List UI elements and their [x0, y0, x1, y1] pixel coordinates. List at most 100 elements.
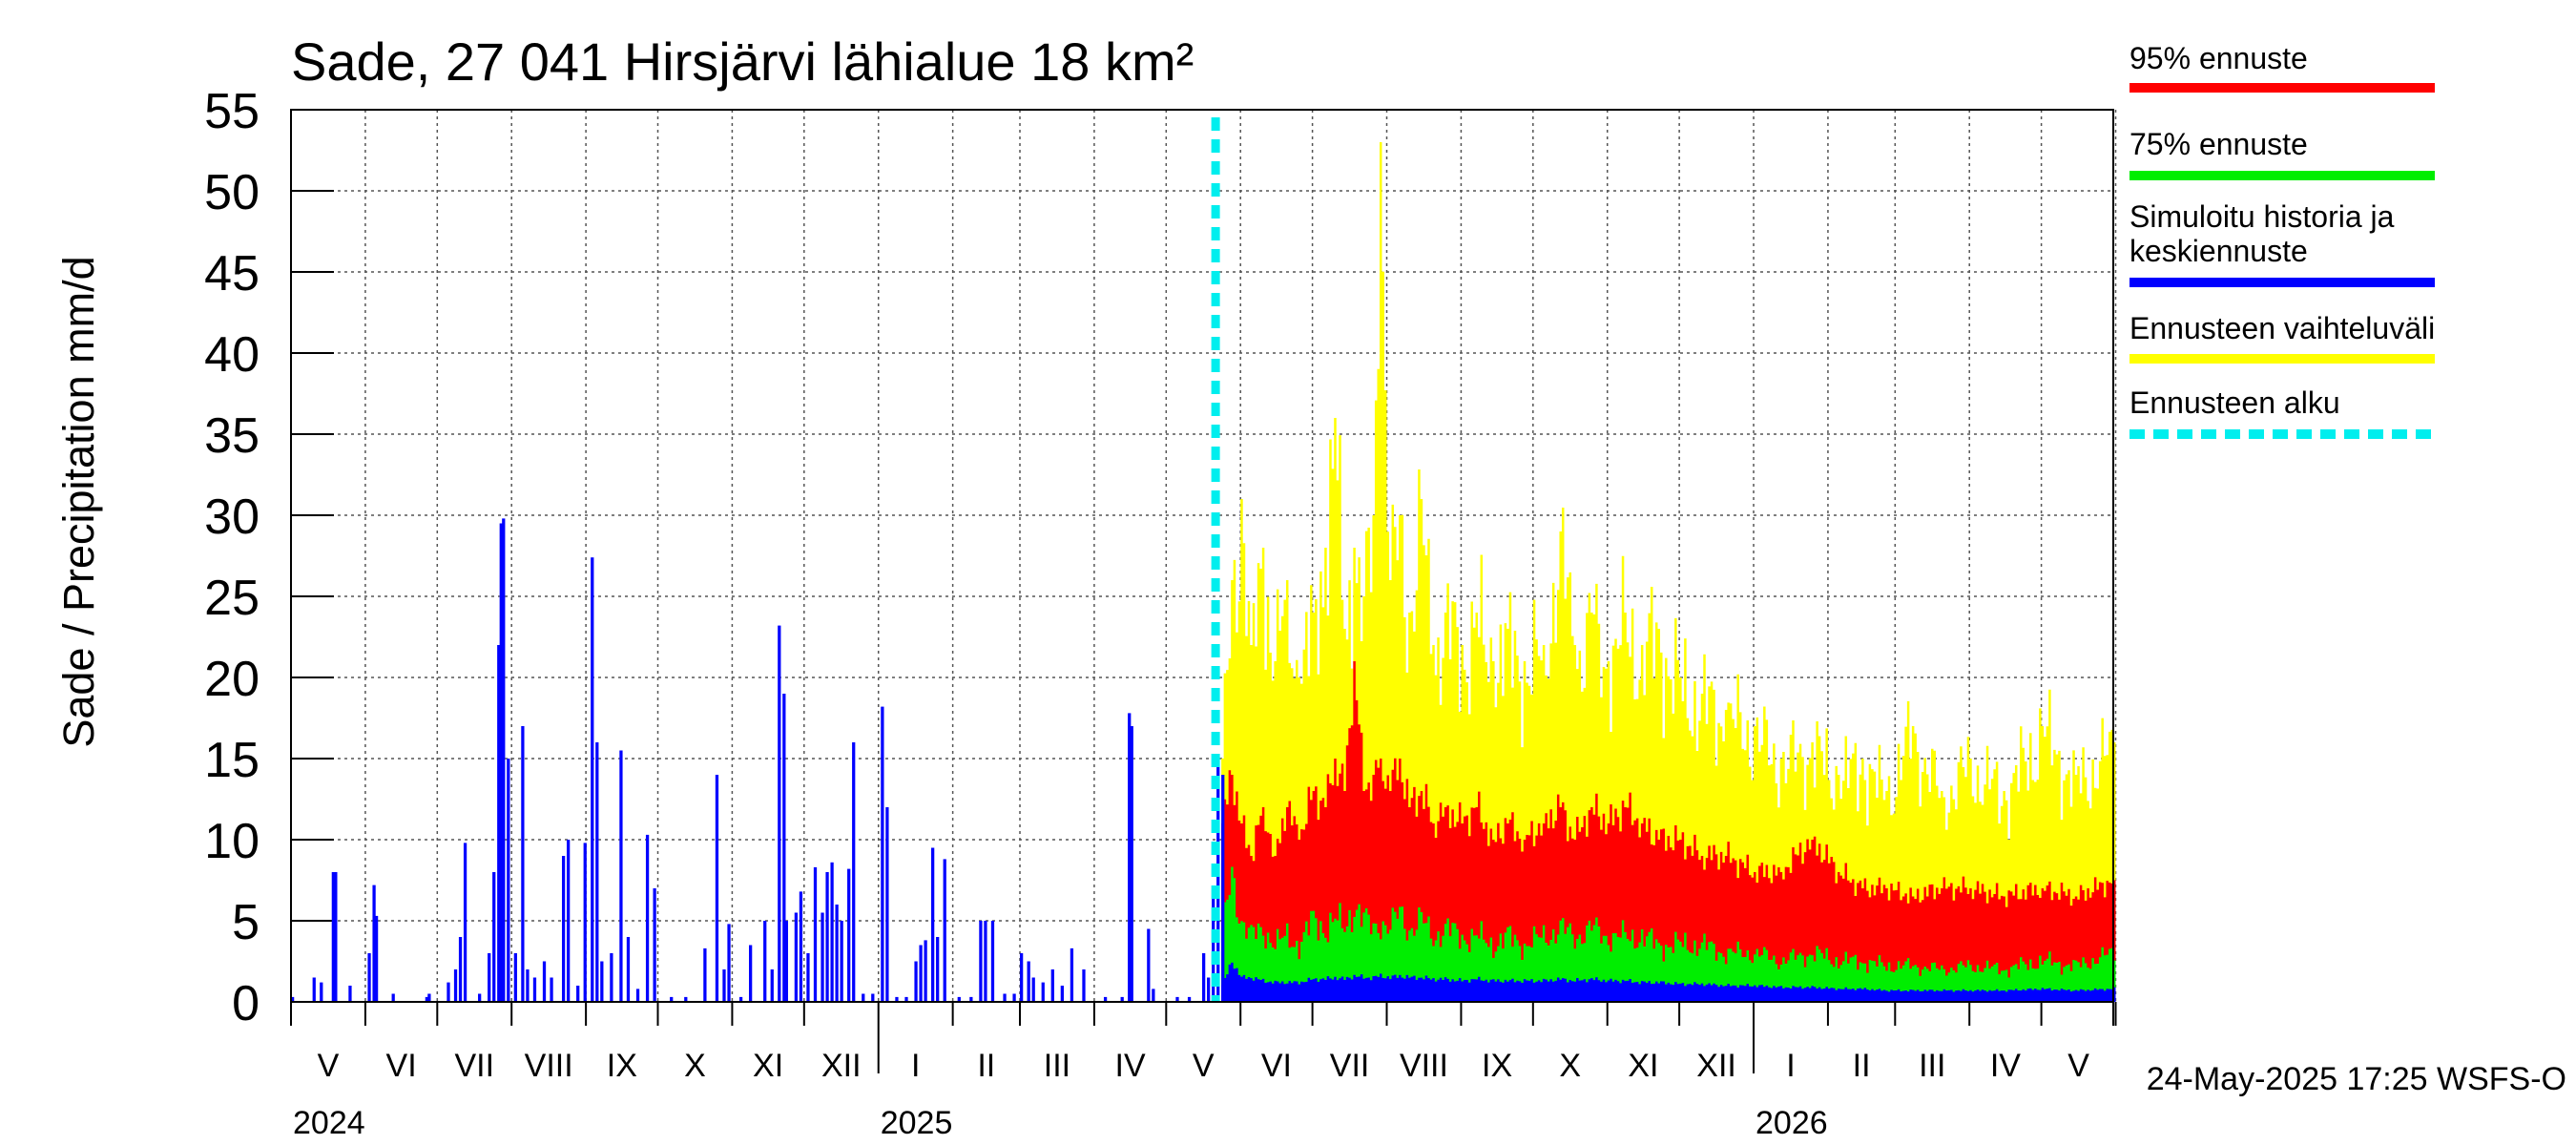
history-bar: [478, 993, 482, 1002]
p95-band: [1221, 661, 2116, 1002]
legend-label: Ennusteen vaihteluväli: [2129, 311, 2435, 345]
history-bar: [782, 694, 786, 1002]
month-label: XII: [821, 1048, 862, 1084]
history-bar: [488, 953, 491, 1002]
history-bar: [895, 996, 899, 1002]
month-label: VI: [1261, 1048, 1292, 1084]
history-bar: [653, 888, 656, 1002]
year-label: 2024: [293, 1105, 365, 1141]
history-bar: [722, 969, 726, 1002]
history-bar: [990, 921, 995, 1002]
history-bar: [1128, 713, 1132, 1002]
timestamp: 24-May-2025 17:25 WSFS-O: [2147, 1061, 2566, 1097]
history-bar: [595, 742, 599, 1002]
history-bar: [492, 872, 496, 1002]
history-bar: [502, 518, 506, 1002]
history-bar: [425, 996, 429, 1002]
history-bar: [670, 996, 674, 1002]
history-bar: [645, 834, 650, 1002]
history-bar: [784, 921, 788, 1002]
history-bar: [532, 977, 537, 1002]
history-bar: [291, 996, 295, 1002]
history-bar: [840, 921, 843, 1002]
y-axis-label: Sade / Precipitation mm/d: [54, 256, 103, 747]
history-bar: [367, 953, 371, 1002]
history-bar: [770, 969, 774, 1002]
history-bar: [521, 726, 525, 1002]
history-bar: [1152, 989, 1155, 1002]
x-axis: V VI VII VIII IX X XI XII I II III IV V VI VII VIII IX X X…: [290, 1002, 2117, 1141]
history-bar: [1027, 961, 1030, 1002]
month-label: VIII: [1400, 1048, 1448, 1084]
legend-label: Simuloitu historia ja: [2129, 199, 2395, 234]
history-bar: [1221, 775, 1225, 1002]
month-label: VII: [454, 1048, 494, 1084]
history-bar: [1050, 969, 1054, 1002]
history-bar: [1175, 996, 1179, 1002]
history-bar: [684, 996, 688, 1002]
history-bar: [427, 993, 431, 1002]
history-bar: [626, 937, 631, 1002]
median-band: [1221, 962, 2116, 1002]
range-band: [1221, 142, 2116, 1002]
month-label: VIII: [525, 1048, 573, 1084]
history-bar: [334, 872, 338, 1002]
history-bar: [715, 775, 719, 1002]
history-bar: [1070, 947, 1074, 1002]
history-bar: [862, 993, 865, 1002]
history-bar: [348, 986, 352, 1002]
history-bar: [610, 953, 613, 1002]
history-bar: [936, 937, 940, 1002]
legend-label: 95% ennuste: [2129, 41, 2308, 75]
y-tick-label: 25: [204, 571, 260, 626]
history-bar: [1216, 761, 1220, 1002]
legend-entry: 95% ennuste: [2129, 41, 2435, 93]
month-label: V: [2067, 1048, 2089, 1084]
y-tick-label: 45: [204, 246, 260, 302]
year-label: 2026: [1755, 1105, 1828, 1141]
history-bar: [497, 645, 501, 1002]
history-bar: [1003, 993, 1007, 1002]
history-bar: [576, 986, 580, 1002]
history-bar: [1031, 977, 1035, 1002]
history-bar: [778, 625, 781, 1002]
history-bar: [749, 945, 753, 1002]
history-bar: [591, 557, 594, 1002]
history-bar: [1202, 953, 1206, 1002]
forecast-bands: [1221, 142, 2116, 1002]
month-label: III: [1919, 1048, 1945, 1084]
history-bar: [727, 924, 731, 1002]
history-bar: [904, 996, 908, 1002]
history-bar: [312, 977, 316, 1002]
history-bar: [391, 993, 395, 1002]
history-bar: [513, 953, 517, 1002]
history-bar: [943, 859, 946, 1002]
history-bar: [984, 921, 987, 1002]
history-bar: [1012, 993, 1016, 1002]
month-label: X: [684, 1048, 706, 1084]
history-bar: [507, 759, 510, 1002]
history-bar: [806, 953, 810, 1002]
history-bar: [852, 742, 856, 1002]
month-label: V: [1193, 1048, 1215, 1084]
history-bar: [1207, 977, 1211, 1002]
history-bar: [703, 947, 707, 1002]
history-bar: [1130, 726, 1133, 1002]
month-label: VI: [386, 1048, 417, 1084]
history-bar: [919, 945, 923, 1002]
history-bar: [453, 969, 458, 1002]
legend: 95% ennuste 75% ennuste Simuloitu historia…: [2129, 41, 2435, 439]
month-label: IX: [1482, 1048, 1512, 1084]
history-bar: [1103, 996, 1108, 1002]
history-bar: [320, 982, 323, 1002]
history-bar: [914, 961, 918, 1002]
history-bar: [885, 807, 889, 1002]
history-bar: [550, 977, 553, 1002]
history-bar: [931, 847, 935, 1002]
p75-band: [1221, 866, 2116, 1002]
history-bar: [499, 523, 503, 1002]
history-bar: [969, 996, 973, 1002]
history-bar: [1187, 996, 1192, 1002]
